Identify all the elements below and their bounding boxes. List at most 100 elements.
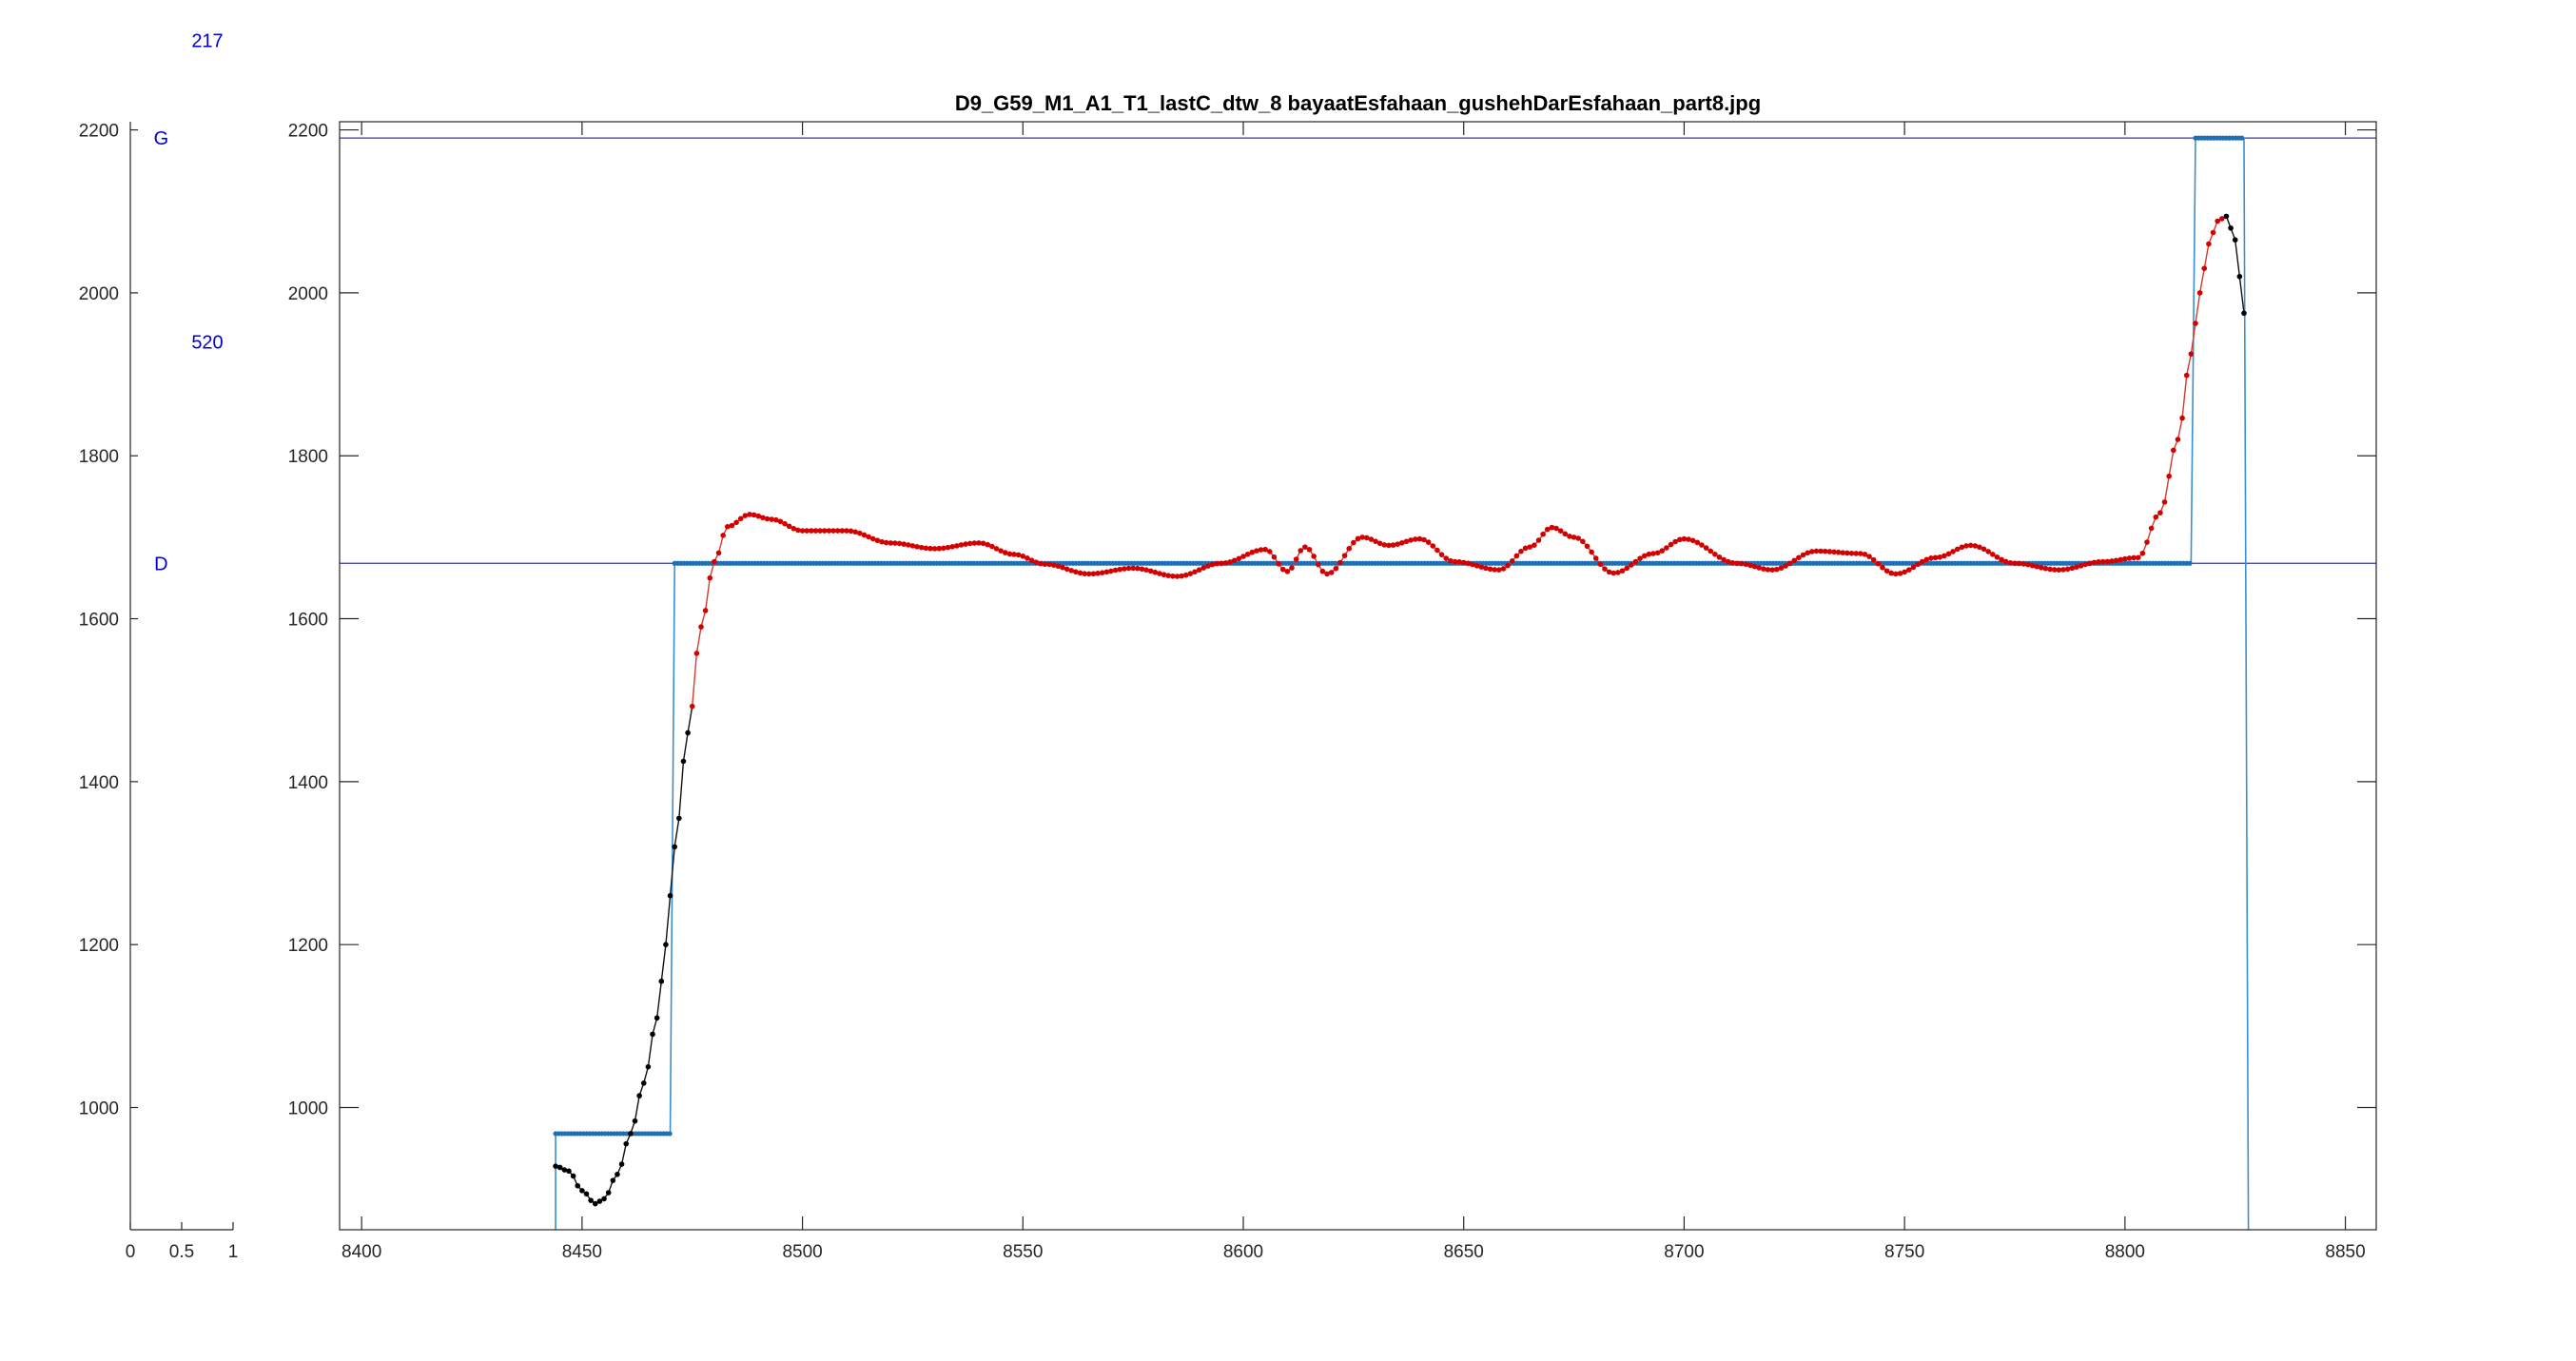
pitch-point	[1020, 553, 1026, 559]
pitch-point	[958, 542, 965, 548]
pitch-point	[1535, 537, 1542, 543]
pitch-point	[1813, 548, 1820, 554]
pitch-point	[1676, 536, 1683, 543]
pitch-point	[1108, 568, 1114, 574]
x-tick-label: 8850	[2325, 1242, 2365, 1262]
pitch-point	[2153, 514, 2159, 520]
pitch-point	[1448, 557, 1454, 564]
pitch-point	[1589, 549, 1594, 555]
pitch-point	[1919, 558, 1925, 565]
pitch-point	[1743, 561, 1749, 568]
pitch-point	[1632, 558, 1639, 565]
pitch-point	[812, 528, 819, 534]
pitch-point	[809, 528, 814, 534]
pitch-point	[698, 624, 704, 630]
pitch-point	[1734, 560, 1740, 567]
pitch-point	[901, 541, 907, 547]
pitch-point	[786, 523, 792, 530]
pitch-point	[848, 528, 854, 535]
pitch-point	[2122, 555, 2128, 562]
pitch-segment	[2186, 353, 2193, 376]
pitch-point	[2193, 321, 2198, 326]
pitch-point	[693, 651, 700, 656]
pitch-point	[861, 532, 868, 538]
pitch-point	[760, 515, 766, 521]
pitch-point	[1015, 552, 1022, 558]
pitch-point	[1928, 555, 1934, 561]
pitch-point	[830, 528, 836, 534]
pitch-segment	[700, 610, 707, 628]
pitch-point	[1999, 556, 2004, 563]
pitch-point	[1028, 557, 1035, 563]
pitch-point	[588, 1197, 594, 1203]
pitch-point	[874, 537, 881, 544]
pitch-point	[834, 528, 841, 534]
pitch-point	[2047, 566, 2053, 573]
pitch-point	[1862, 552, 1868, 557]
pitch-point	[1809, 549, 1815, 554]
pitch-segment	[634, 1095, 640, 1121]
pitch-point	[2228, 224, 2234, 231]
pitch-point	[2219, 216, 2225, 222]
pitch-segment	[678, 761, 685, 819]
pitch-point	[2012, 560, 2018, 567]
pitch-point	[1870, 556, 1877, 563]
x-tick-label: 8750	[1884, 1242, 1924, 1262]
pitch-point	[1174, 574, 1181, 579]
pitch-point	[1778, 565, 1785, 572]
pitch-point	[1708, 548, 1714, 554]
pitch-point	[1125, 565, 1132, 572]
pitch-point	[1994, 554, 2000, 560]
pitch-point	[1686, 536, 1691, 542]
pitch-point	[1963, 543, 1969, 549]
pitch-point	[1915, 561, 1921, 568]
pitch-point	[1866, 554, 1872, 559]
pitch-point	[1460, 559, 1467, 566]
pitch-point	[892, 540, 898, 546]
pitch-point	[689, 703, 695, 710]
pitch-point	[1425, 539, 1432, 545]
pitch-point	[1681, 535, 1688, 542]
pitch-point	[1231, 557, 1238, 564]
pitch-point	[583, 1191, 590, 1197]
pitch-segment	[2176, 418, 2183, 440]
pitch-point	[623, 1140, 630, 1147]
pitch-point	[1668, 541, 1674, 548]
pitch-point	[2025, 561, 2031, 568]
pitch-point	[2034, 563, 2039, 570]
pitch-point	[2074, 564, 2079, 570]
y-tick-label: 1800	[288, 447, 328, 467]
pitch-point	[1152, 569, 1159, 575]
pitch-point	[685, 729, 691, 736]
pitch-segment	[652, 1018, 658, 1035]
pitch-point	[1452, 558, 1458, 565]
pitch-point	[1937, 554, 1943, 560]
pitch-point	[1773, 566, 1780, 573]
pitch-point	[605, 1190, 612, 1196]
pitch-point	[1699, 542, 1705, 548]
pitch-point	[1209, 561, 1216, 568]
pitch-point	[1796, 554, 1802, 561]
pitch-point	[1990, 552, 1996, 557]
pitch-point	[1298, 548, 1304, 554]
y-tick-label: 1400	[288, 773, 328, 793]
pitch-point	[1977, 544, 1982, 551]
left-x-tick-label: 0.5	[169, 1242, 194, 1262]
pitch-point	[2051, 567, 2058, 573]
pitch-point	[826, 528, 832, 534]
pitch-point	[1011, 552, 1017, 557]
pitch-point	[2161, 499, 2168, 505]
pitch-point	[2215, 218, 2220, 224]
pitch-point	[971, 540, 978, 546]
pitch-point	[1262, 546, 1268, 553]
pitch-point	[839, 528, 846, 534]
annotation-label: D	[154, 554, 167, 574]
pitch-point	[1725, 558, 1731, 565]
pitch-point	[645, 1063, 652, 1070]
pitch-point	[2016, 560, 2022, 567]
pitch-point	[1716, 554, 1723, 560]
pitch-point	[1945, 551, 1952, 557]
pitch-point	[1835, 549, 1842, 555]
pitch-segment	[655, 981, 662, 1019]
